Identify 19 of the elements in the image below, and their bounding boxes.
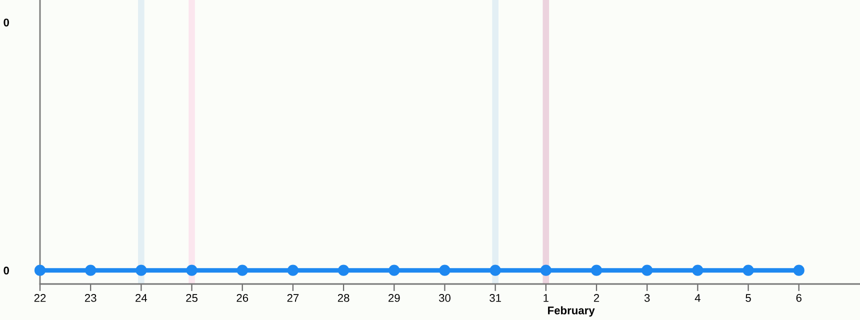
x-tick-label: 4: [694, 294, 700, 302]
x-tick-label: 2: [594, 294, 600, 302]
x-tick-label: 1: [544, 294, 548, 302]
x-tick-label: 24: [136, 294, 148, 302]
x-tick-label: 30: [438, 294, 450, 302]
x-tick-label: 5: [746, 294, 751, 302]
x-tick-label: 29: [388, 294, 400, 302]
text: February: [548, 306, 595, 317]
x-tick-label: 31: [490, 294, 501, 302]
x-tick-label: 28: [338, 294, 350, 302]
x-tick-label: 27: [287, 294, 299, 302]
x-tick-label: 26: [236, 294, 248, 302]
y-tick-label: 0: [4, 266, 9, 274]
x-tick-label: 23: [84, 294, 96, 302]
x-tick-label: 3: [644, 294, 650, 302]
y-tick-label: 0: [4, 18, 9, 26]
x-tick-label: 22: [34, 294, 46, 302]
x-tick-label: 6: [796, 294, 802, 302]
x-tick-label: 25: [186, 294, 198, 302]
